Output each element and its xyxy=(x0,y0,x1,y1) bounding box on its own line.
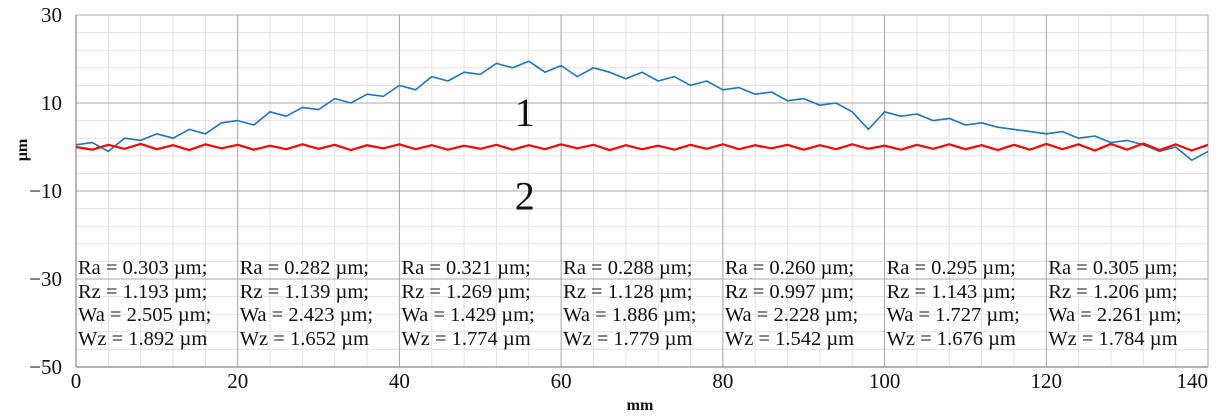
stats-cell: Wz = 1.892 µm xyxy=(78,327,208,350)
x-tick-label: 80 xyxy=(712,369,733,393)
y-tick-label: −50 xyxy=(29,355,62,379)
y-tick-label: −30 xyxy=(29,267,62,291)
stats-cell: Wz = 1.652 µm xyxy=(239,327,369,350)
stats-cell: Rz = 0.997 µm; xyxy=(724,280,855,303)
x-tick-label: 0 xyxy=(71,369,82,393)
y-axis-label: µm xyxy=(14,138,31,161)
stats-cell: Wa = 2.423 µm; xyxy=(239,304,374,326)
stats-cell: Ra = 0.282 µm; xyxy=(239,257,369,279)
stats-cell: Rz = 1.143 µm; xyxy=(886,280,1016,303)
stats-cell: Ra = 0.303 µm; xyxy=(78,257,208,279)
stats-cell: Rz = 1.139 µm; xyxy=(239,280,369,303)
x-tick-label: 100 xyxy=(869,369,901,393)
y-tick-label: −10 xyxy=(29,179,62,203)
x-tick-label: 120 xyxy=(1031,369,1063,393)
stats-cell: Wa = 2.505 µm; xyxy=(78,304,212,326)
stats-cell: Ra = 0.321 µm; xyxy=(401,257,531,279)
curve-label-2: 2 xyxy=(515,173,535,218)
series-line-2 xyxy=(75,142,1209,152)
stats-cell: Wa = 1.727 µm; xyxy=(886,304,1020,326)
stats-cell: Ra = 0.260 µm; xyxy=(724,257,855,279)
stats-cell: Rz = 1.128 µm; xyxy=(563,280,693,303)
stats-table: Ra = 0.303 µm; Ra = 0.282 µm; Ra = 0.321 µ… xyxy=(76,257,1208,351)
stats-cell: Rz = 1.193 µm; xyxy=(78,280,208,303)
curve-label-1: 1 xyxy=(515,90,535,135)
series-line-1 xyxy=(75,60,1209,161)
y-tick-label: 30 xyxy=(41,3,62,27)
stats-cell: Wz = 1.542 µm xyxy=(724,327,855,350)
x-tick-label: 40 xyxy=(389,369,410,393)
stats-cell: Rz = 1.206 µm; xyxy=(1048,280,1178,303)
stats-cell: Wz = 1.779 µm xyxy=(563,327,693,350)
x-tick-label: 140 xyxy=(1177,369,1209,393)
stats-cell: Wa = 1.429 µm; xyxy=(401,304,535,326)
stats-cell: Ra = 0.288 µm; xyxy=(563,257,693,279)
x-tick-label: 20 xyxy=(227,369,248,393)
stats-cell: Wz = 1.676 µm xyxy=(886,327,1016,350)
stats-cell: Wa = 2.228 µm; xyxy=(724,304,859,326)
stats-cell: Wa = 1.886 µm; xyxy=(563,304,697,326)
stats-cell: Wa = 2.261 µm; xyxy=(1048,304,1182,326)
stats-cell: Ra = 0.305 µm; xyxy=(1048,257,1178,279)
y-tick-label: 10 xyxy=(41,91,62,115)
stats-cell: Wz = 1.774 µm xyxy=(401,327,531,350)
stats-cell: Rz = 1.269 µm; xyxy=(401,280,531,303)
stats-cell: Wz = 1.784 µm xyxy=(1048,327,1178,350)
stats-cell: Ra = 0.295 µm; xyxy=(886,257,1016,279)
x-tick-label: 60 xyxy=(551,369,572,393)
x-axis-label: mm xyxy=(627,397,654,414)
